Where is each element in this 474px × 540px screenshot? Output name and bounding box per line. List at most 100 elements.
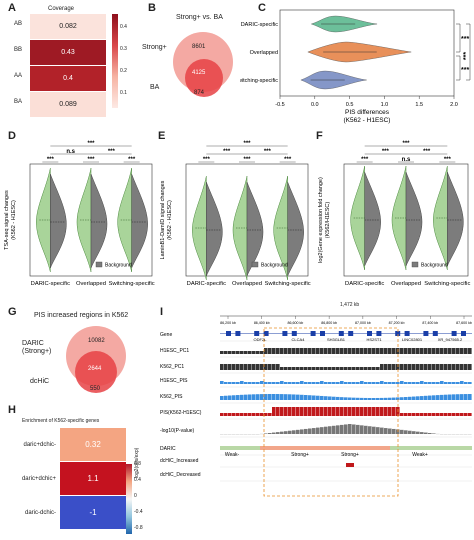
- browser-h1-pis-bar: [296, 382, 300, 384]
- browser-h1-pis-bar: [312, 382, 316, 384]
- browser-h1-pis-bar: [408, 382, 412, 384]
- browser-k562-pc1-bar: [268, 364, 272, 370]
- browser-k562-pc1-bar: [380, 364, 384, 370]
- coverage-colorbar-ticks: 0.4 0.3 0.2 0.1: [120, 14, 140, 108]
- chart-f-category-label: Switching-specific: [424, 281, 470, 287]
- browser-h1-pc1-bar: [248, 351, 252, 354]
- browser-h1-pc1-bar: [432, 348, 436, 354]
- browser-h1-pc1-bar: [296, 348, 300, 354]
- chart-f-pair-sig: ***: [361, 157, 369, 163]
- chart-e-legend-label: Background: [261, 263, 288, 269]
- chart-e-mid-sig: ***: [264, 149, 272, 155]
- browser-k562-pis-bar: [220, 396, 224, 400]
- browser-pis-diff-bar: [464, 413, 468, 416]
- chart-f-ylabel2: (K562/H1ESC): [325, 202, 331, 239]
- browser-k562-pc1-bar: [408, 364, 412, 370]
- venn-g-both: 2644: [88, 366, 102, 372]
- browser-h1-pis-bar: [252, 382, 256, 384]
- chart-f-violin-right: [405, 171, 423, 267]
- browser-h1-pc1-bar: [416, 348, 420, 354]
- browser-k562-pc1-bar: [460, 364, 464, 370]
- browser-h1-pc1-bar: [280, 348, 284, 354]
- venn-b-only2: 874: [194, 90, 205, 96]
- browser-pis-diff-bar: [360, 407, 364, 416]
- browser-track-label: PIS(K562-H1ESC): [160, 410, 202, 416]
- browser-pis-diff-bar: [232, 413, 236, 416]
- browser-dchic-increased-block: [346, 463, 354, 467]
- browser-h1-pc1-bar: [360, 348, 364, 354]
- chart-e-legend-swatch: [251, 261, 259, 268]
- chart-d-category-label: Overlapped: [76, 281, 106, 287]
- browser-gene-name: SH3GLB1: [327, 337, 346, 342]
- browser-pis-diff-bar: [376, 407, 380, 416]
- browser-pis-diff-bar: [440, 413, 444, 416]
- browser-h1-pis-bar: [240, 381, 244, 384]
- browser-coord-label: 87,000 kb: [355, 321, 371, 325]
- enrichment-row-label: daric-dchic-: [24, 510, 56, 516]
- browser-k562-pis-bar: [424, 395, 428, 400]
- browser-pis-diff-bar: [280, 407, 284, 416]
- browser-h1-pc1-bar: [244, 351, 248, 354]
- browser-h1-pc1-bar: [428, 348, 432, 354]
- browser-coord-label: 87,200 kb: [389, 321, 405, 325]
- chart-c-category-label: DARIC-specific: [241, 22, 279, 28]
- genome-browser: 86,200 kb 86,400 kb 86,600 kb 86,800 kb 87,0…: [160, 315, 472, 497]
- coverage-colorbar: [112, 14, 118, 108]
- browser-k562-pis-bar: [264, 394, 268, 400]
- chart-c-bracket: [456, 55, 461, 81]
- browser-k562-pis-bar: [356, 397, 360, 400]
- browser-h1-pc1-bar: [368, 348, 372, 354]
- browser-k562-pc1-bar: [392, 364, 396, 370]
- browser-pis-diff-bar: [288, 407, 292, 416]
- browser-h1-pis-bar: [248, 382, 252, 384]
- browser-h1-pis-bar: [400, 381, 404, 384]
- browser-gene-name: ODF2L: [254, 337, 268, 342]
- enrichment-colorbar-tick: 0: [134, 493, 137, 499]
- venn-g: [66, 326, 126, 393]
- browser-h1-pis-bar: [396, 382, 400, 384]
- chart-d-ylabel2: (K562 - H1ESC): [11, 200, 17, 240]
- browser-h1-pis-bar: [332, 382, 336, 384]
- chart-e-pair-sig: ***: [284, 157, 292, 163]
- browser-k562-pis-bar: [324, 396, 328, 400]
- browser-k562-pc1-bar: [228, 364, 232, 370]
- browser-h1-pc1-bar: [440, 348, 444, 354]
- browser-pis-diff-bar: [316, 407, 320, 416]
- venn-b: [173, 32, 233, 97]
- browser-pis-diff-bar: [412, 413, 416, 416]
- browser-k562-pis-bar: [420, 396, 424, 400]
- browser-pis-diff-bar: [284, 407, 288, 416]
- panel-h-label: H: [8, 404, 16, 416]
- chart-c-xlabel2: (K562 - H1ESC): [344, 117, 391, 124]
- browser-pval-bar: [360, 425, 364, 434]
- browser-k562-pis-bar: [404, 397, 408, 400]
- panel-d-label: D: [8, 130, 16, 142]
- browser-h1-pc1-bar: [344, 348, 348, 354]
- panel-f-label: F: [316, 130, 323, 142]
- browser-h1-pc1-bar: [384, 348, 388, 354]
- browser-h1-pis-bar: [304, 382, 308, 384]
- browser-h1-pis-bar: [236, 382, 240, 384]
- chart-c-xtick-label: 1.5: [415, 102, 423, 108]
- browser-k562-pis-bar: [412, 396, 416, 400]
- browser-h1-pc1-bar: [452, 348, 456, 354]
- browser-daric-state: Weak-: [225, 452, 240, 458]
- browser-pval-bar: [372, 426, 376, 434]
- browser-k562-pis-bar: [340, 397, 344, 400]
- browser-pis-diff-bar: [372, 407, 376, 416]
- browser-track-label: -log10(P-value): [160, 428, 195, 434]
- panel-a-title: Coverage: [48, 6, 75, 12]
- colorbar-tick: 0.4: [120, 24, 127, 30]
- browser-track-label: dcHiC_Increased: [160, 458, 199, 464]
- chart-c-xtick-label: 0.5: [346, 102, 354, 108]
- browser-track-label: dcHiC_Decreased: [160, 472, 201, 478]
- chart-f-top-sig: ***: [402, 141, 410, 147]
- browser-h1-pis-bar: [308, 382, 312, 384]
- browser-k562-pc1-bar: [220, 364, 224, 370]
- browser-pis-diff-bar: [408, 413, 412, 416]
- chart-f-violin-right: [364, 171, 381, 267]
- browser-h1-pis-bar: [460, 381, 464, 384]
- browser-h1-pis-bar: [364, 382, 368, 384]
- browser-k562-pis-bar: [444, 394, 448, 400]
- chart-f-mid-sig: ***: [382, 149, 390, 155]
